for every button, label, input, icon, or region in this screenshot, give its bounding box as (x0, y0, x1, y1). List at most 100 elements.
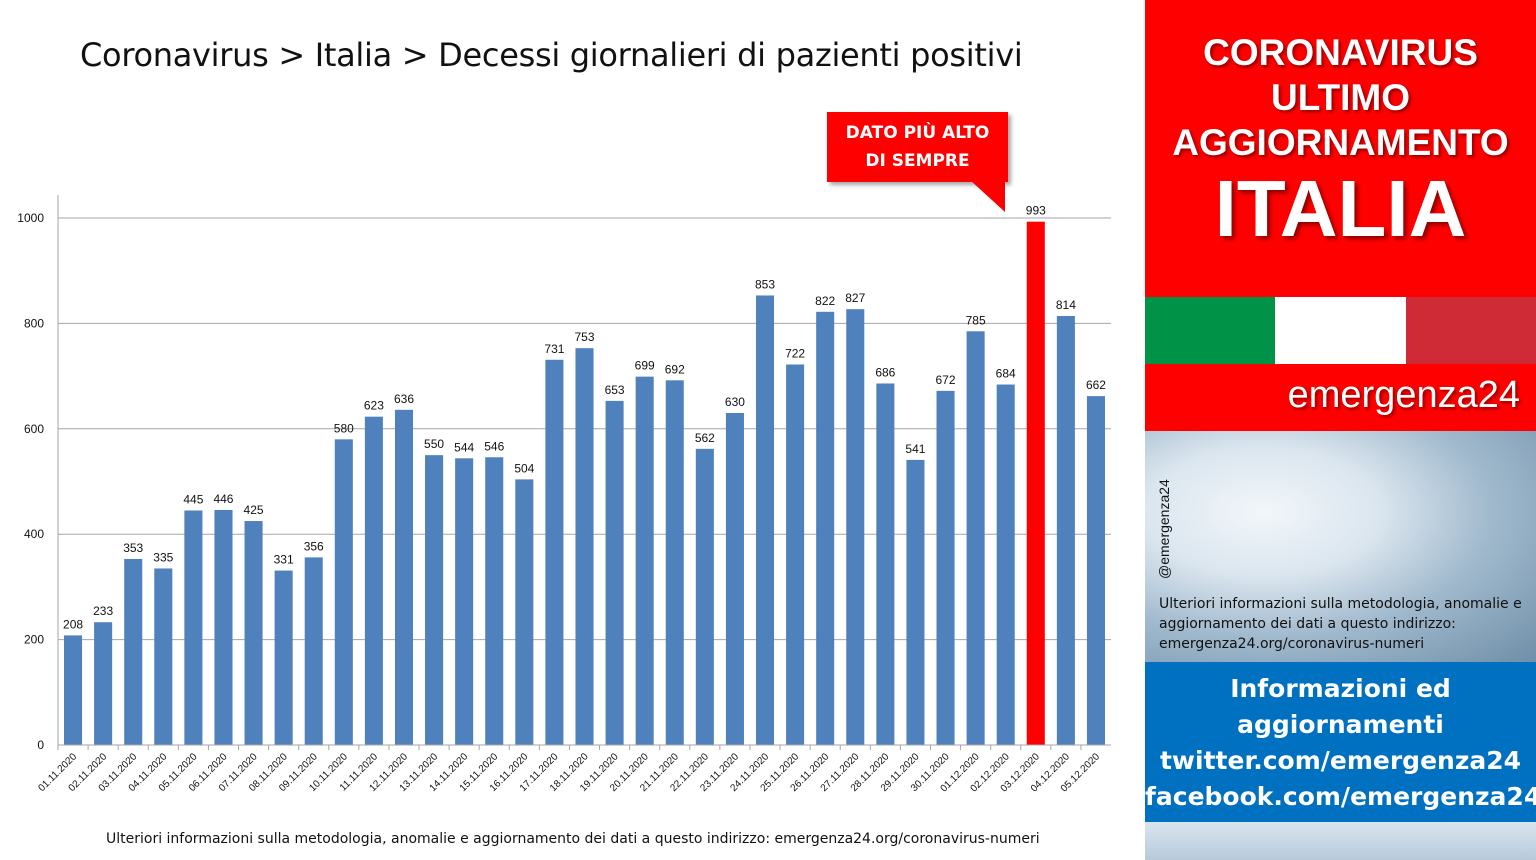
data-label: 785 (966, 313, 986, 327)
headline-line-1: CORONAVIRUS (1203, 32, 1478, 73)
bar (214, 509, 233, 745)
flag-red-band (1406, 297, 1536, 364)
data-label: 653 (605, 383, 625, 397)
y-tick-label: 0 (37, 738, 44, 752)
headline-panel: CORONAVIRUS ULTIMO AGGIORNAMENTO ITALIA (1145, 0, 1536, 297)
bar (605, 400, 624, 745)
photo-tag-text: @emergenza24 (1156, 479, 1172, 579)
info-line-1: Informazioni ed (1230, 674, 1451, 703)
callout-line-1: DATO PIÙ ALTO (845, 123, 990, 143)
y-tick-label: 1000 (17, 211, 44, 225)
bar (244, 521, 263, 745)
data-label: 630 (725, 395, 745, 409)
brand-name: emergenza24 (1287, 374, 1520, 416)
footer-note: Ulteriori informazioni sulla metodologia… (106, 831, 1040, 847)
y-tick-label: 800 (24, 316, 44, 330)
data-label: 546 (484, 439, 504, 453)
bar (455, 458, 474, 745)
bar (274, 570, 293, 745)
callout-line-2: DI SEMPRE (865, 151, 970, 171)
bar (364, 416, 383, 745)
info-line-2: aggiornamenti (1237, 710, 1444, 739)
data-label: 827 (845, 291, 865, 305)
bar (154, 568, 173, 745)
chart-title: Coronavirus > Italia > Decessi giornalie… (80, 36, 1023, 74)
data-label: 445 (183, 492, 203, 506)
data-label: 541 (905, 442, 925, 456)
data-label: 580 (334, 421, 354, 435)
data-label: 753 (574, 330, 594, 344)
bar-chart: 0200400600800100020801.11.202023302.11.2… (17, 195, 1111, 795)
data-label: 684 (996, 367, 1016, 381)
data-label: 550 (424, 437, 444, 451)
bar (635, 376, 654, 745)
bar (304, 557, 323, 745)
bar (394, 409, 414, 745)
bar (184, 510, 203, 745)
bar (425, 455, 444, 745)
data-label: 353 (123, 541, 143, 555)
data-label: 504 (514, 461, 534, 475)
bar (725, 412, 744, 745)
headline-country: ITALIA (1214, 164, 1467, 253)
bar (485, 457, 504, 745)
italian-flag-icon (1145, 297, 1536, 364)
headline-line-2: ULTIMO (1270, 77, 1411, 118)
bar (334, 439, 353, 745)
sidebar: CORONAVIRUS ULTIMO AGGIORNAMENTO ITALIA … (1145, 0, 1536, 860)
bottom-strip (1145, 822, 1536, 860)
bar (966, 331, 985, 745)
flag-green-band (1145, 297, 1275, 364)
bar (755, 295, 775, 745)
bar (786, 364, 805, 745)
flag-white-band (1275, 297, 1406, 364)
bar (816, 311, 835, 745)
data-label: 208 (63, 617, 83, 631)
bar (695, 448, 714, 745)
bar (124, 558, 143, 745)
facebook-link[interactable]: facebook.com/emergenza24 (1145, 782, 1536, 811)
data-label: 722 (785, 347, 805, 361)
bar (665, 380, 684, 745)
data-label: 544 (454, 440, 474, 454)
bar (515, 479, 534, 745)
data-label: 993 (1026, 204, 1046, 218)
data-label: 692 (665, 362, 685, 376)
data-label: 623 (364, 399, 384, 413)
y-tick-label: 400 (24, 527, 44, 541)
data-label: 562 (695, 431, 715, 445)
info-panel: Informazioni ed aggiornamenti twitter.co… (1145, 662, 1536, 822)
data-label: 233 (93, 604, 113, 618)
data-label: 731 (544, 342, 564, 356)
data-label: 814 (1056, 298, 1076, 312)
bar (545, 359, 564, 745)
photo-tag: @emergenza24 (1156, 461, 1178, 581)
bar (876, 383, 895, 745)
background-photo: @emergenza24 Ulteriori informazioni sull… (1145, 431, 1536, 662)
data-label: 853 (755, 277, 775, 291)
bar (1026, 221, 1045, 746)
data-label: 686 (875, 365, 895, 379)
record-callout: DATO PIÙ ALTO DI SEMPRE (827, 112, 1008, 182)
headline-line-3: AGGIORNAMENTO (1172, 122, 1509, 163)
y-tick-label: 200 (24, 633, 44, 647)
callout-pointer (970, 180, 1005, 212)
twitter-link[interactable]: twitter.com/emergenza24 (1159, 746, 1522, 775)
bar (936, 390, 955, 745)
data-label: 672 (936, 373, 956, 387)
bar (906, 459, 925, 745)
bar (575, 348, 594, 745)
data-label: 446 (213, 492, 233, 506)
photo-note: Ulteriori informazioni sulla metodologia… (1159, 596, 1522, 652)
data-label: 335 (153, 550, 173, 564)
data-label: 822 (815, 294, 835, 308)
data-label: 425 (244, 503, 264, 517)
bar (94, 622, 113, 745)
brand-bar: emergenza24 (1145, 364, 1536, 431)
bar (1056, 316, 1075, 745)
y-tick-label: 600 (24, 422, 44, 436)
bar (64, 635, 83, 745)
bar (846, 309, 865, 745)
data-label: 636 (394, 392, 414, 406)
data-label: 699 (635, 359, 655, 373)
